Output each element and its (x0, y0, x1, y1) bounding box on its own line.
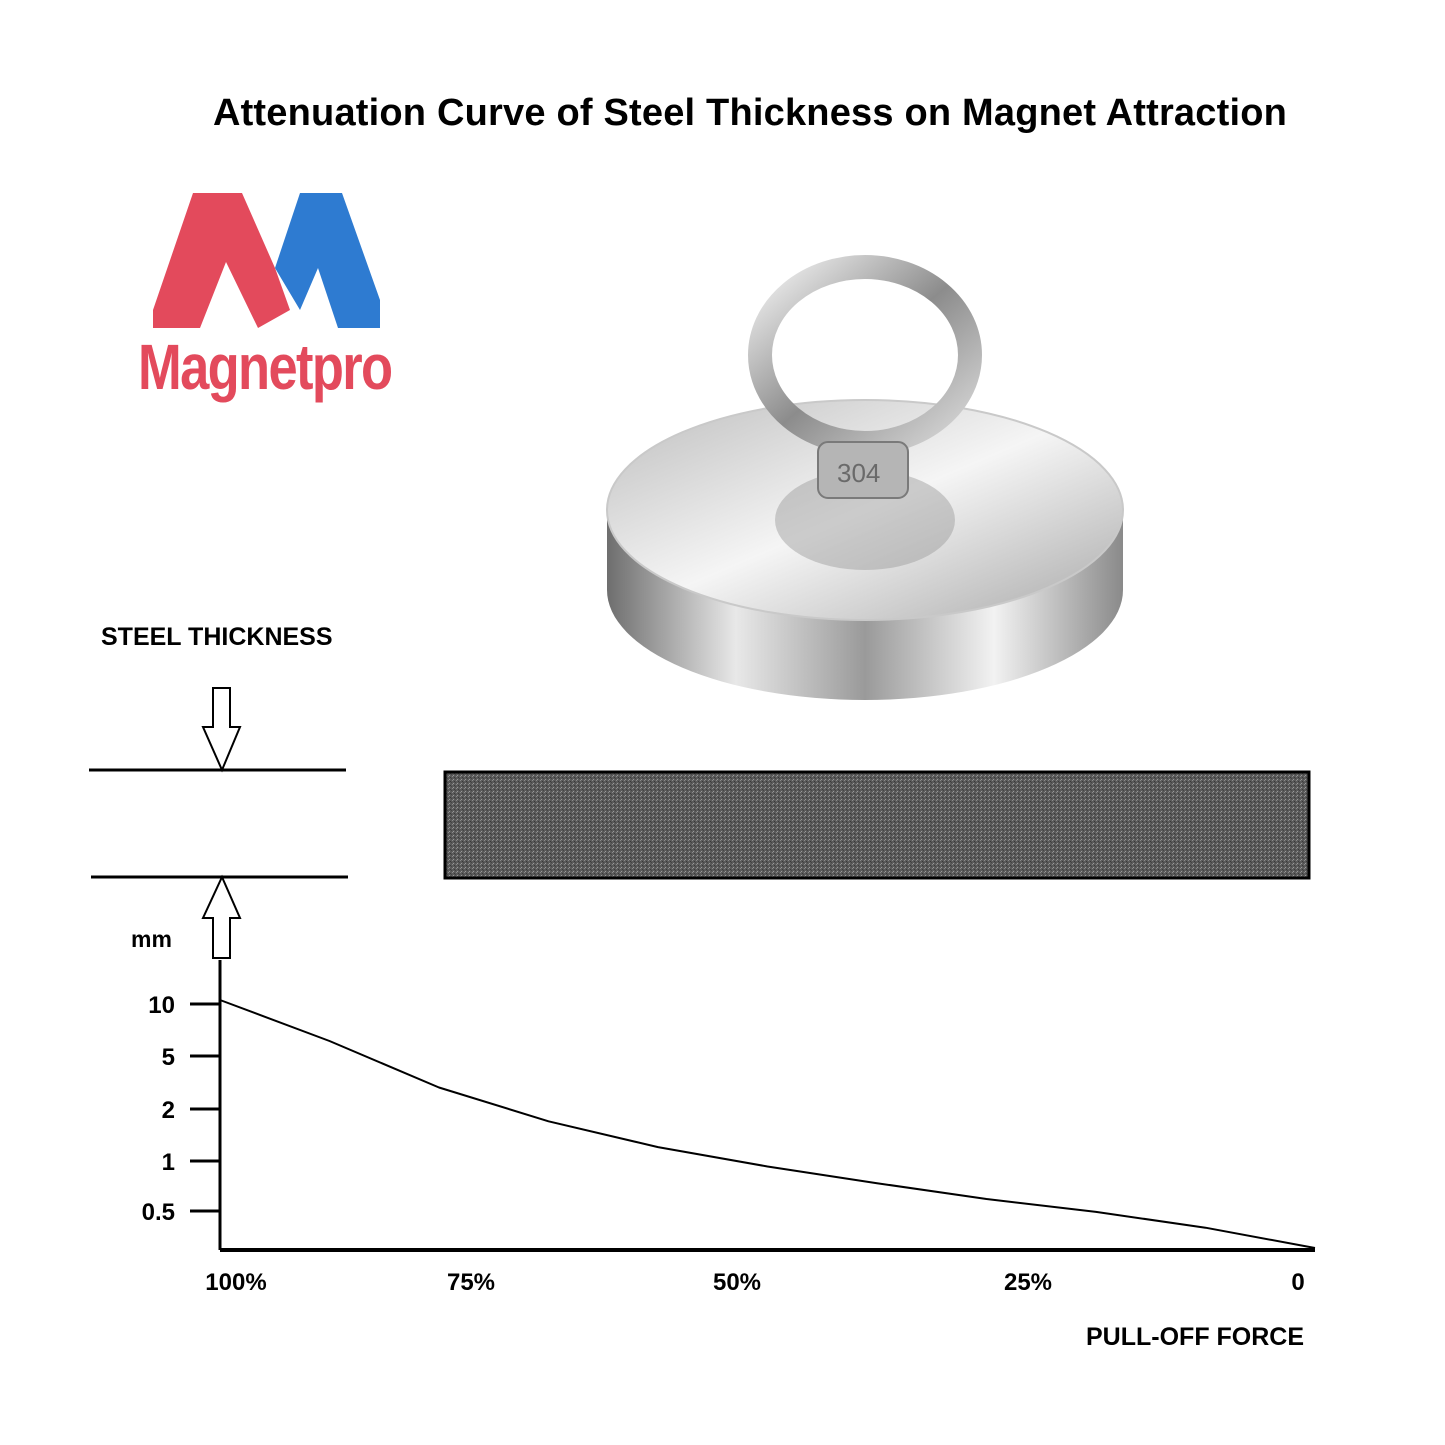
eyebolt-marking: 304 (837, 458, 880, 488)
steel-plate (443, 770, 1311, 880)
magnetpro-logo (153, 193, 380, 328)
logo-blue-m-shape (275, 193, 380, 328)
x-tick-label: 0 (1291, 1269, 1304, 1296)
x-tick-label: 100% (205, 1269, 266, 1296)
logo-red-m-shape (153, 193, 290, 328)
x-axis-label: PULL-OFF FORCE (1086, 1323, 1305, 1351)
steel-thickness-label: STEEL THICKNESS (101, 623, 333, 651)
y-tick-label: 2 (162, 1097, 175, 1124)
x-tick-label: 25% (1004, 1269, 1052, 1296)
y-axis-unit-label: mm (131, 926, 172, 952)
y-tick-label: 1 (162, 1149, 175, 1176)
x-tick-label: 50% (713, 1269, 761, 1296)
arrow-down-icon (201, 687, 242, 773)
attenuation-curve (219, 999, 1316, 1249)
magnet-illustration: 304 (606, 255, 1124, 700)
x-tick-label: 75% (447, 1269, 495, 1296)
attenuation-chart: 10 5 2 1 0.5 100% 75% 50% 25% 0 (142, 960, 1316, 1296)
y-tick-label: 10 (148, 992, 175, 1019)
steel-thickness-diagram (89, 687, 1311, 959)
logo-text: Magnetpro (138, 331, 393, 403)
chart-title: Attenuation Curve of Steel Thickness on … (212, 92, 1288, 134)
y-tick-label: 0.5 (142, 1199, 175, 1226)
y-tick-label: 5 (162, 1044, 175, 1071)
arrow-up-icon (201, 874, 242, 959)
